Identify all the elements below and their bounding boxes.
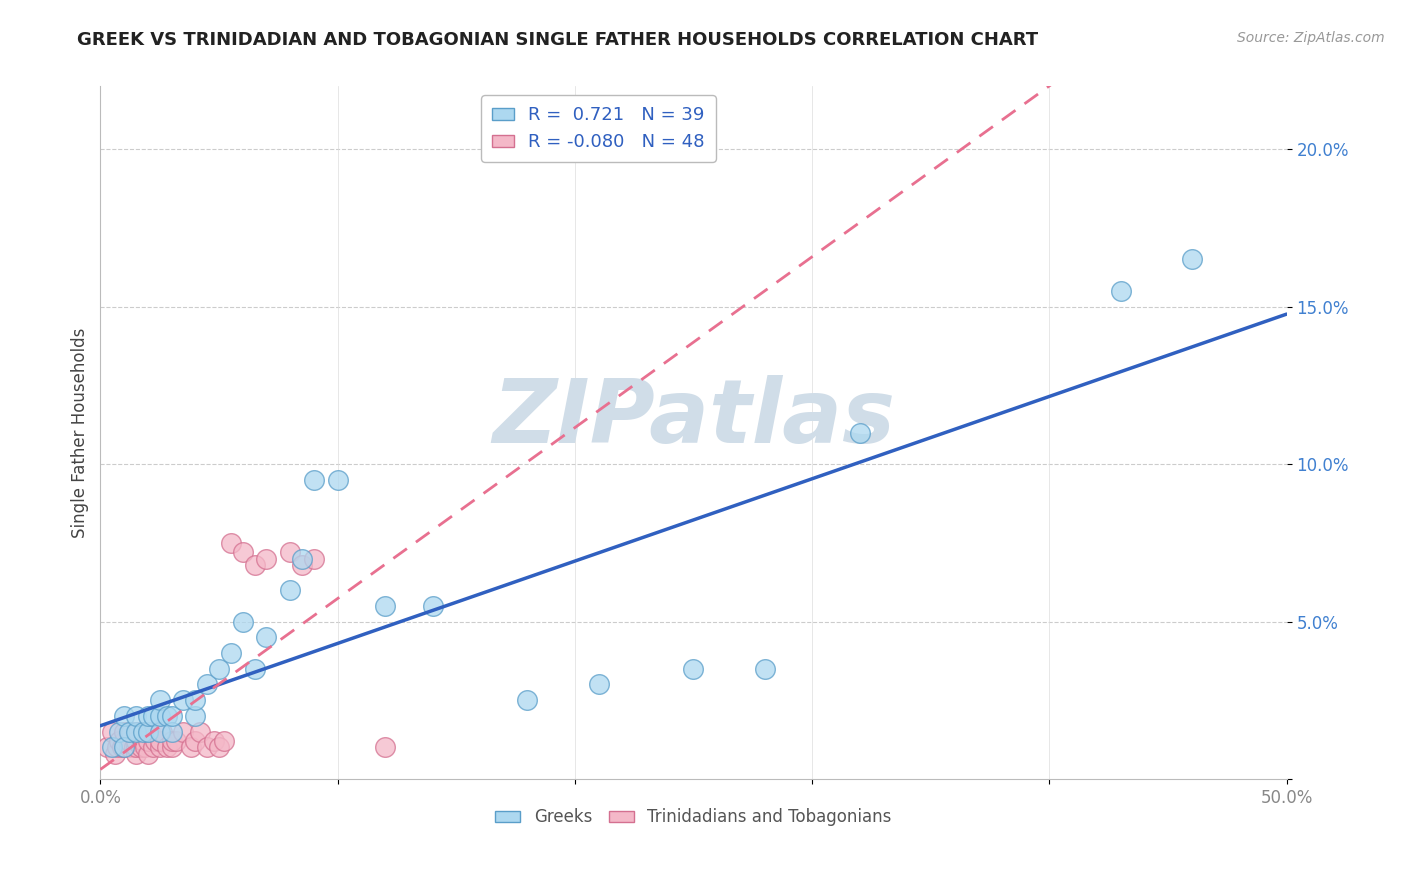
Point xyxy=(108,734,131,748)
Point xyxy=(101,724,124,739)
Point xyxy=(150,724,173,739)
Point xyxy=(96,740,118,755)
Point xyxy=(125,740,148,755)
Point xyxy=(125,734,148,748)
Point xyxy=(195,740,218,755)
Point xyxy=(195,677,218,691)
Point xyxy=(132,734,155,748)
Point xyxy=(103,747,125,761)
Point xyxy=(278,545,301,559)
Y-axis label: Single Father Households: Single Father Households xyxy=(72,327,89,538)
Point xyxy=(112,709,135,723)
Point xyxy=(208,740,231,755)
Point xyxy=(112,724,135,739)
Point xyxy=(127,724,149,739)
Point xyxy=(136,747,159,761)
Point xyxy=(160,734,183,748)
Point xyxy=(219,646,242,660)
Point xyxy=(112,740,135,755)
Point xyxy=(136,724,159,739)
Point xyxy=(136,734,159,748)
Point xyxy=(302,473,325,487)
Point xyxy=(184,693,207,707)
Point xyxy=(588,677,610,691)
Point xyxy=(302,551,325,566)
Point xyxy=(136,709,159,723)
Point xyxy=(254,551,277,566)
Point xyxy=(139,724,162,739)
Point xyxy=(118,740,141,755)
Point xyxy=(184,709,207,723)
Point xyxy=(112,734,135,748)
Point xyxy=(129,740,152,755)
Point xyxy=(118,734,141,748)
Point xyxy=(172,693,194,707)
Point xyxy=(291,558,314,572)
Point xyxy=(149,734,172,748)
Point xyxy=(149,693,172,707)
Point xyxy=(243,558,266,572)
Point xyxy=(125,724,148,739)
Point xyxy=(254,630,277,644)
Point xyxy=(108,724,131,739)
Text: GREEK VS TRINIDADIAN AND TOBAGONIAN SINGLE FATHER HOUSEHOLDS CORRELATION CHART: GREEK VS TRINIDADIAN AND TOBAGONIAN SING… xyxy=(77,31,1039,49)
Point xyxy=(243,662,266,676)
Point xyxy=(118,724,141,739)
Point xyxy=(754,662,776,676)
Point xyxy=(278,582,301,597)
Point xyxy=(125,709,148,723)
Text: Source: ZipAtlas.com: Source: ZipAtlas.com xyxy=(1237,31,1385,45)
Point xyxy=(219,536,242,550)
Point xyxy=(374,599,396,613)
Point xyxy=(125,747,148,761)
Point xyxy=(208,662,231,676)
Point xyxy=(160,709,183,723)
Point xyxy=(1181,252,1204,267)
Point xyxy=(143,734,166,748)
Point xyxy=(132,724,155,739)
Point xyxy=(156,709,179,723)
Text: ZIPatlas: ZIPatlas xyxy=(492,376,896,462)
Point xyxy=(105,740,128,755)
Point xyxy=(141,709,163,723)
Point xyxy=(1109,284,1132,298)
Point xyxy=(202,734,225,748)
Point xyxy=(149,709,172,723)
Point xyxy=(172,724,194,739)
Point xyxy=(134,740,156,755)
Point xyxy=(232,545,254,559)
Point xyxy=(120,724,142,739)
Point xyxy=(212,734,235,748)
Point xyxy=(374,740,396,755)
Point xyxy=(101,740,124,755)
Point xyxy=(160,740,183,755)
Point xyxy=(188,724,211,739)
Point xyxy=(160,724,183,739)
Point xyxy=(184,734,207,748)
Legend: Greeks, Trinidadians and Tobagonians: Greeks, Trinidadians and Tobagonians xyxy=(489,802,898,833)
Point xyxy=(232,615,254,629)
Point xyxy=(422,599,444,613)
Point xyxy=(848,425,870,440)
Point xyxy=(326,473,349,487)
Point xyxy=(516,693,538,707)
Point xyxy=(149,724,172,739)
Point xyxy=(149,740,172,755)
Point xyxy=(122,740,145,755)
Point xyxy=(682,662,704,676)
Point xyxy=(156,740,179,755)
Point xyxy=(165,734,187,748)
Point xyxy=(111,740,134,755)
Point xyxy=(112,740,135,755)
Point xyxy=(291,551,314,566)
Point xyxy=(141,740,163,755)
Point xyxy=(179,740,201,755)
